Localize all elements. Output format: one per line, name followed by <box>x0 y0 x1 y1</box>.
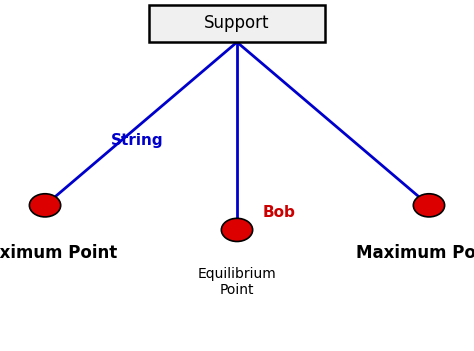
Circle shape <box>221 218 253 241</box>
Text: Maximum Point: Maximum Point <box>0 244 118 262</box>
FancyBboxPatch shape <box>149 5 325 42</box>
Text: Maximum Point: Maximum Point <box>356 244 474 262</box>
Circle shape <box>29 194 61 217</box>
Text: Support: Support <box>204 14 270 32</box>
Text: Equilibrium
Point: Equilibrium Point <box>198 267 276 297</box>
Circle shape <box>413 194 445 217</box>
Text: Bob: Bob <box>263 205 296 220</box>
Text: String: String <box>111 133 164 148</box>
